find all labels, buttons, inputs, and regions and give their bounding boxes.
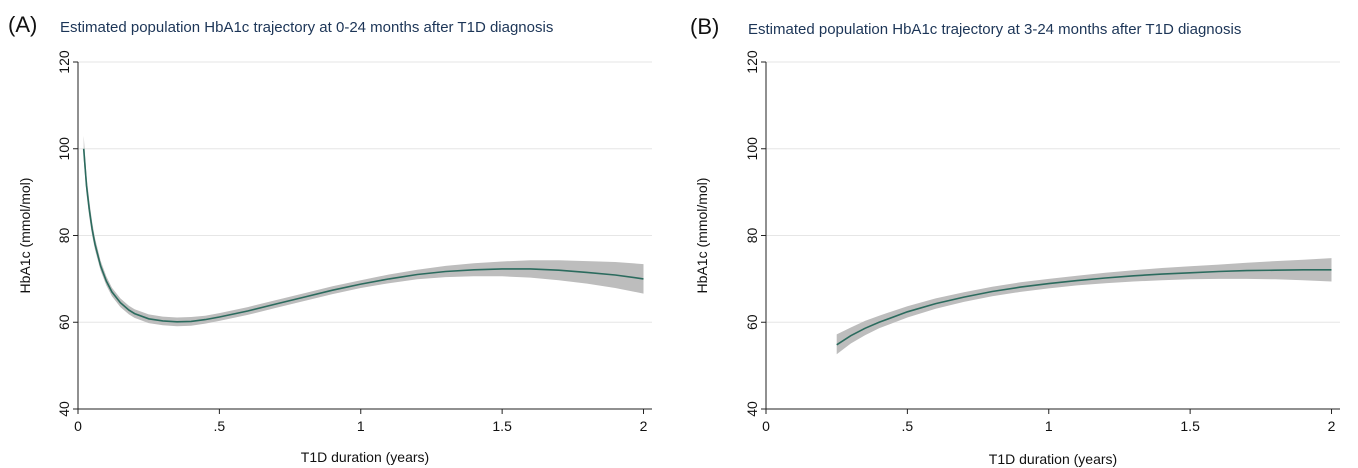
estimate-line [836, 269, 1332, 346]
panel-a: (A) Estimated population HbA1c trajectory… [8, 12, 652, 465]
panel-letter: (A) [8, 12, 37, 37]
chart-title: Estimated population HbA1c trajectory at… [748, 21, 1241, 38]
y-tick-label: 100 [56, 137, 72, 161]
y-tick-label: 40 [744, 401, 760, 417]
y-tick-label: 100 [744, 137, 760, 161]
x-tick-label: 2 [1328, 418, 1336, 434]
y-tick-label: 40 [56, 401, 72, 417]
y-tick-label: 60 [744, 314, 760, 330]
x-axis-label: T1D duration (years) [989, 451, 1117, 467]
y-tick-label: 80 [744, 228, 760, 244]
panel-b: (B) Estimated population HbA1c trajectory… [690, 14, 1340, 467]
y-axis-label: HbA1c (mmol/mol) [694, 178, 710, 294]
x-tick-label: 1 [1045, 418, 1053, 434]
y-axis-label: HbA1c (mmol/mol) [17, 178, 33, 294]
chart-title: Estimated population HbA1c trajectory at… [60, 19, 553, 36]
estimate-line [82, 148, 644, 323]
x-tick-label: 1 [357, 418, 365, 434]
x-tick-label: 2 [640, 418, 648, 434]
x-axis-label: T1D duration (years) [301, 449, 429, 465]
x-tick-label: 0 [762, 418, 770, 434]
y-tick-label: 120 [56, 50, 72, 74]
panel-letter: (B) [690, 14, 719, 39]
x-tick-label: .5 [902, 418, 914, 434]
y-tick-label: 60 [56, 314, 72, 330]
x-tick-label: 1.5 [1180, 418, 1200, 434]
confidence-band [836, 258, 1332, 355]
x-tick-label: 1.5 [492, 418, 512, 434]
x-tick-label: .5 [214, 418, 226, 434]
y-tick-label: 80 [56, 228, 72, 244]
confidence-band [83, 135, 644, 327]
y-tick-label: 120 [744, 50, 760, 74]
x-tick-label: 0 [74, 418, 82, 434]
